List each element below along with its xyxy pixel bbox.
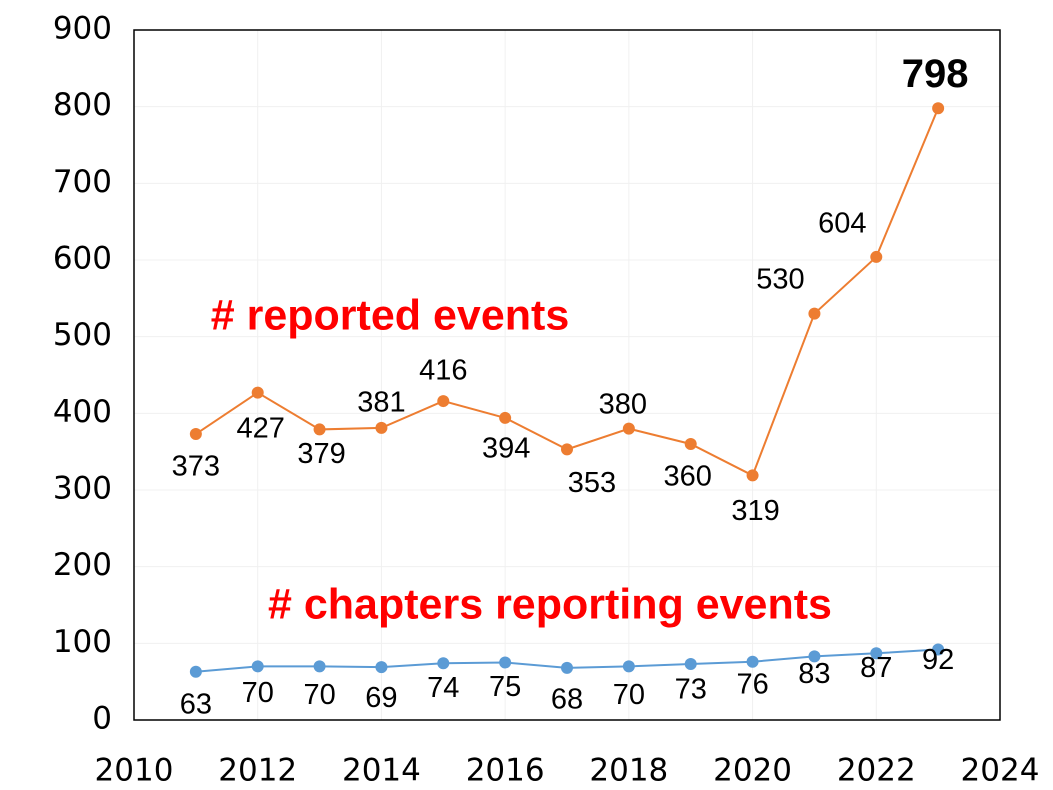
data-label: 76 [736, 668, 768, 700]
point [684, 438, 697, 450]
plot-frame [133, 29, 1001, 721]
data-label: 69 [365, 682, 397, 714]
series-annotation: # reported events [211, 291, 569, 339]
point [932, 102, 945, 115]
data-label: 379 [297, 438, 345, 470]
y-tick-label: 600 [53, 241, 112, 277]
data-label: 63 [180, 688, 212, 720]
data-label: 394 [482, 433, 530, 465]
y-tick-label: 0 [92, 701, 112, 737]
y-tick-label: 300 [53, 471, 112, 507]
point [189, 428, 202, 441]
data-label: 319 [731, 495, 779, 527]
point [375, 421, 388, 434]
data-label: 70 [242, 677, 274, 709]
point [808, 650, 821, 663]
data-label: 70 [613, 679, 645, 711]
x-tick-label: 2018 [589, 753, 668, 789]
point [499, 411, 512, 424]
y-tick-label: 700 [53, 164, 112, 200]
data-label: 381 [357, 387, 405, 419]
point [189, 665, 202, 678]
point [870, 250, 883, 263]
data-label: 360 [664, 461, 712, 493]
point [870, 647, 883, 660]
point [437, 657, 450, 670]
data-label: 353 [568, 467, 616, 499]
point [808, 307, 821, 320]
point [932, 643, 945, 656]
point [684, 658, 697, 671]
data-label: 92 [922, 644, 954, 676]
point [746, 655, 759, 668]
data-label: 75 [489, 671, 521, 703]
data-label: 798 [902, 52, 969, 96]
data-label: 83 [798, 658, 830, 690]
x-tick-label: 2020 [713, 753, 792, 789]
point [622, 660, 635, 673]
point [437, 395, 450, 408]
point [375, 661, 388, 674]
y-tick-label: 800 [53, 87, 112, 123]
x-tick-label: 2014 [342, 753, 421, 789]
y-tick-label: 900 [53, 11, 112, 47]
data-label: 427 [237, 412, 285, 444]
data-label: 530 [756, 263, 804, 295]
point [561, 443, 573, 456]
point [499, 656, 512, 669]
x-tick-label: 2024 [961, 753, 1040, 789]
point [313, 660, 326, 673]
data-label: 373 [172, 451, 220, 483]
data-label: 68 [551, 684, 583, 716]
point [251, 660, 264, 673]
data-label: 380 [599, 388, 647, 420]
data-label: 73 [675, 674, 707, 706]
y-tick-label: 500 [53, 317, 112, 353]
point [313, 423, 326, 436]
y-tick-label: 400 [53, 394, 112, 430]
data-label: 87 [860, 652, 892, 684]
x-tick-label: 2012 [218, 753, 297, 789]
data-label: 74 [427, 672, 459, 704]
data-label: 416 [419, 355, 467, 387]
x-tick-label: 2022 [837, 753, 916, 789]
series-annotation: # chapters reporting events [268, 580, 832, 628]
y-tick-label: 100 [53, 624, 112, 660]
y-tick-label: 200 [53, 547, 112, 583]
point [561, 661, 573, 674]
data-label: 604 [818, 208, 866, 240]
point [251, 386, 264, 399]
point [746, 469, 759, 482]
x-tick-label: 2010 [95, 753, 174, 789]
point [622, 422, 635, 435]
x-tick-label: 2016 [466, 753, 545, 789]
data-label: 70 [303, 679, 335, 711]
